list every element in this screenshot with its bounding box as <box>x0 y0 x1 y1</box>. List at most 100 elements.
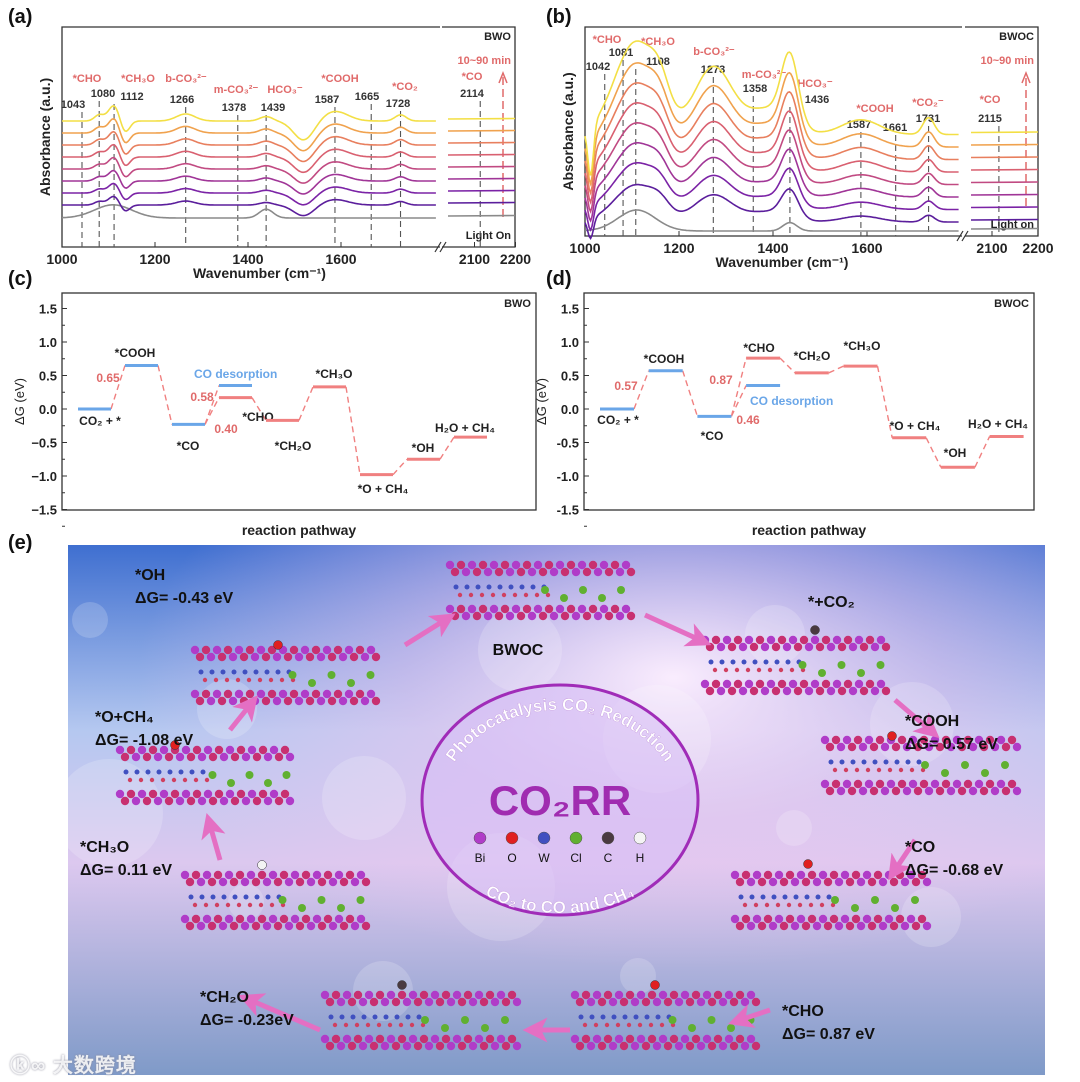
atom-bi-o <box>246 870 256 880</box>
atom-w <box>760 894 766 900</box>
atom-bi-o <box>333 689 343 699</box>
chart-b: 1000 1200 1400 1600 2100 2200 Wavenumber (cm⁻¹… <box>560 26 1054 270</box>
atom-bi-o <box>749 642 759 652</box>
atom-bi-o <box>560 567 570 577</box>
atom-o <box>512 592 518 598</box>
atom-bi-o <box>974 779 984 789</box>
atom-bi-o <box>206 696 216 706</box>
atom-bi-o <box>516 567 526 577</box>
atom-cl <box>579 586 587 594</box>
atom-bi-o <box>685 1041 695 1051</box>
atom-o <box>457 592 463 598</box>
atom-bi-o <box>859 642 869 652</box>
y-tick-label: 1.0 <box>39 335 57 350</box>
atom-bi-o <box>924 742 934 752</box>
atom-o <box>490 592 496 598</box>
atom-bi-o <box>413 997 423 1007</box>
atom-bi-o <box>878 877 888 887</box>
atom-bi-o <box>356 870 366 880</box>
atom-bi-o <box>450 611 460 621</box>
atom-bi-o <box>273 877 283 887</box>
atom-bi-o <box>935 742 945 752</box>
atom-bi-o <box>289 689 299 699</box>
atom-bi-o <box>317 877 327 887</box>
peak-value-label: 1266 <box>170 94 194 106</box>
atom-bi-o <box>818 870 828 880</box>
atom-w <box>189 769 195 775</box>
atom-bi-o <box>485 1034 495 1044</box>
atom-bi-o <box>301 870 311 880</box>
atom-bi-o <box>191 914 201 924</box>
atom-bi-o <box>192 745 202 755</box>
atom-bi-o <box>707 997 717 1007</box>
atom-bi-o <box>397 990 407 1000</box>
atom-bi-o <box>262 877 272 887</box>
atom-bi-o <box>474 990 484 1000</box>
adsorbate-molecule <box>397 980 407 990</box>
atom-bi-o <box>820 779 830 789</box>
level-label: *COOH <box>115 346 156 360</box>
atom-w <box>156 769 162 775</box>
atom-bi-o <box>345 870 355 880</box>
level-label: CO desorption <box>750 394 833 408</box>
atom-bi-o <box>217 696 227 706</box>
atom-w <box>394 1014 400 1020</box>
atom-bi-o <box>489 604 499 614</box>
adsorbate-molecule <box>257 860 267 870</box>
atom-bi-o <box>881 642 891 652</box>
atom-bi-o <box>522 604 532 614</box>
panel-label-a: (a) <box>8 6 33 28</box>
atom-bi-o <box>474 1034 484 1044</box>
atom-bi-o <box>478 604 488 614</box>
atom-bi-o <box>533 560 543 570</box>
y-tick-label: −0.5 <box>31 436 57 451</box>
atom-bi-o <box>716 642 726 652</box>
atom-bi-o <box>419 1034 429 1044</box>
atom-bi-o <box>505 567 515 577</box>
atom-w <box>730 659 736 665</box>
atom-bi-o <box>870 642 880 652</box>
atom-bi-o <box>479 1041 489 1051</box>
atom-bi-o <box>913 742 923 752</box>
peak-species-label: *COOH <box>321 73 358 85</box>
atom-bi-o <box>807 914 817 924</box>
atom-bi-o <box>285 796 295 806</box>
atom-bi-o <box>880 786 890 796</box>
barrier-value: 0.57 <box>614 379 638 393</box>
atom-bi-o <box>815 686 825 696</box>
atom-bi-o <box>716 686 726 696</box>
atom-bi-o <box>755 679 765 689</box>
atom-bi-o <box>908 779 918 789</box>
atom-bi-o <box>917 914 927 924</box>
atom-bi-o <box>652 1041 662 1051</box>
atom-bi-o <box>375 1034 385 1044</box>
step-delta-g: ΔG= -0.43 eV <box>135 590 234 607</box>
y-tick-label: −1.0 <box>31 469 57 484</box>
atom-bi-o <box>757 877 767 887</box>
atom-w <box>589 1014 595 1020</box>
atom-bi-o <box>159 745 169 755</box>
atom-cl <box>560 594 568 602</box>
level-label: *CH₂O <box>794 349 831 363</box>
atom-bi-o <box>279 870 289 880</box>
atom-o <box>354 1022 360 1028</box>
barrier-value: 0.65 <box>96 371 120 385</box>
atom-bi-o <box>663 997 673 1007</box>
atom-bi-o <box>581 1034 591 1044</box>
atom-bi-o <box>239 696 249 706</box>
step-name: *OH <box>135 567 165 584</box>
atom-bi-o <box>979 742 989 752</box>
atom-w <box>850 759 856 765</box>
atom-bi-o <box>610 604 620 614</box>
atom-bi-o <box>669 990 679 1000</box>
legend-atom-icon <box>505 831 519 845</box>
atom-w <box>738 894 744 900</box>
atom-cl <box>598 594 606 602</box>
legend-atom-label: Bi <box>475 851 486 865</box>
atom-bi-o <box>746 990 756 1000</box>
atom-bi-o <box>597 1041 607 1051</box>
atom-bi-o <box>674 997 684 1007</box>
cycle-arrow <box>238 993 321 1033</box>
atom-bi-o <box>472 567 482 577</box>
atom-bi-o <box>148 789 158 799</box>
